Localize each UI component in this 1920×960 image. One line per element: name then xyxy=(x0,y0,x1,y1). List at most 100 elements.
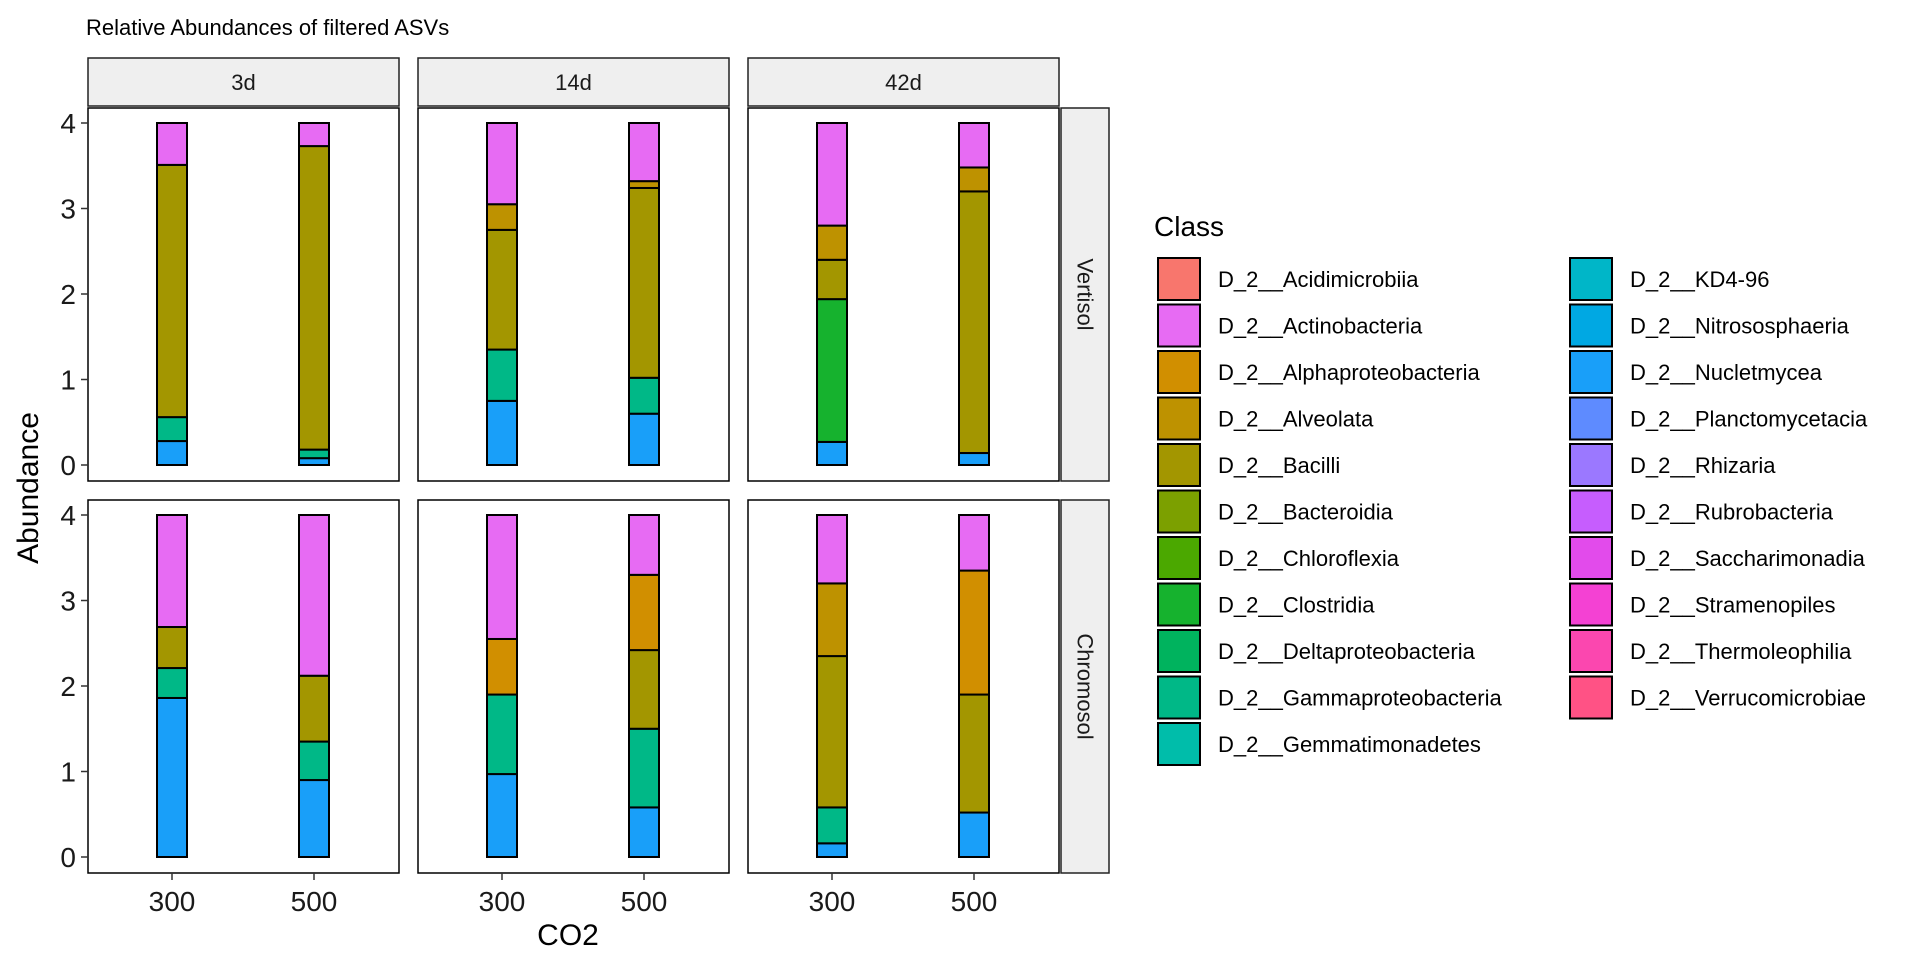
y-tick-label: 2 xyxy=(60,279,76,310)
bar-co2-300 xyxy=(156,122,188,466)
legend-item: D_2__Chloroflexia xyxy=(1157,536,1400,580)
chart-title: Relative Abundances of filtered ASVs xyxy=(86,15,449,40)
facet-strip-chromosol xyxy=(1060,499,1110,874)
bar-segment xyxy=(816,842,848,859)
bar-co2-300 xyxy=(816,122,848,467)
y-tick-label: 1 xyxy=(60,365,76,396)
bar-segment xyxy=(156,696,188,858)
bar-segment xyxy=(816,514,848,585)
bar-segment xyxy=(298,145,330,451)
legend-swatch xyxy=(1157,536,1201,580)
legend-title: Class xyxy=(1154,211,1224,242)
bar-segment xyxy=(958,166,990,193)
bar-segment xyxy=(628,412,660,467)
bar-segment xyxy=(486,637,518,696)
bar-segment xyxy=(486,228,518,351)
legend-swatch xyxy=(1569,536,1613,580)
bar-co2-500 xyxy=(628,514,660,858)
bar-segment xyxy=(958,190,990,455)
panel-background xyxy=(747,499,1060,874)
legend-item: D_2__Gammaproteobacteria xyxy=(1157,675,1502,720)
y-tick-label: 0 xyxy=(60,450,76,481)
bar-segment xyxy=(628,376,660,415)
bar-segment xyxy=(156,440,188,466)
bar-co2-500 xyxy=(628,122,660,467)
bar-segment xyxy=(486,773,518,858)
panel-vertisol-14d xyxy=(417,107,730,482)
legend-item: D_2__Saccharimonadia xyxy=(1569,536,1866,580)
x-tick-label: 500 xyxy=(951,886,998,917)
legend-swatch xyxy=(1157,396,1201,441)
legend-swatch xyxy=(1569,396,1613,441)
legend-label: D_2__Rubrobacteria xyxy=(1630,500,1834,525)
legend-label: D_2__Alveolata xyxy=(1218,407,1374,432)
legend-label: D_2__Verrucomicrobiae xyxy=(1630,686,1866,711)
facet-strip-label: Chromosol xyxy=(1073,633,1098,739)
legend-swatch xyxy=(1157,629,1201,673)
legend-item: D_2__Gemmatimonadetes xyxy=(1157,722,1481,766)
legend-swatch xyxy=(1157,443,1201,487)
legend-item: D_2__Verrucomicrobiae xyxy=(1569,675,1866,720)
legend-swatch xyxy=(1569,350,1613,394)
bar-segment xyxy=(816,440,848,467)
bar-segment xyxy=(156,122,188,166)
bar-segment xyxy=(628,180,660,189)
y-tick-label: 3 xyxy=(60,194,76,225)
legend-swatch xyxy=(1157,350,1201,394)
bar-segment xyxy=(628,573,660,652)
legend: Class D_2__Acidimicrobiia D_2__Actinobact… xyxy=(1154,211,1868,766)
facet-strip-label: 3d xyxy=(231,70,255,95)
panel-background xyxy=(87,499,400,874)
legend-item: D_2__Thermoleophilia xyxy=(1569,629,1852,673)
panel-chromosol-3d xyxy=(87,499,400,874)
legend-swatch xyxy=(1569,443,1613,487)
bar-segment xyxy=(628,122,660,183)
legend-label: D_2__Acidimicrobiia xyxy=(1218,267,1419,292)
y-axis-title: Abundance xyxy=(12,412,45,564)
bar-segment xyxy=(958,122,990,169)
bar-segment xyxy=(298,740,330,782)
legend-label: D_2__Alphaproteobacteria xyxy=(1218,360,1481,385)
bar-co2-500 xyxy=(958,122,990,466)
legend-label: D_2__Gammaproteobacteria xyxy=(1218,686,1502,711)
legend-item: D_2__Planctomycetacia xyxy=(1569,396,1868,441)
bar-segment xyxy=(816,122,848,227)
legend-item: D_2__Nitrososphaeria xyxy=(1569,303,1850,348)
legend-swatch xyxy=(1569,582,1613,627)
bar-segment xyxy=(958,693,990,814)
legend-label: D_2__KD4-96 xyxy=(1630,267,1769,292)
x-axis-14d: 300 500 xyxy=(479,873,668,917)
bar-segment xyxy=(156,514,188,629)
legend-item: D_2__Deltaproteobacteria xyxy=(1157,629,1476,673)
bar-segment xyxy=(298,122,330,148)
bar-segment xyxy=(816,258,848,301)
bar-segment xyxy=(628,806,660,858)
legend-label: D_2__Chloroflexia xyxy=(1218,546,1400,571)
y-tick-label: 1 xyxy=(60,757,76,788)
legend-item: D_2__Bacteroidia xyxy=(1157,489,1394,534)
legend-item: D_2__Alveolata xyxy=(1157,396,1374,441)
legend-item: D_2__Alphaproteobacteria xyxy=(1157,350,1481,394)
y-tick-label: 4 xyxy=(60,500,76,531)
bar-segment xyxy=(298,457,330,467)
bar-segment xyxy=(628,649,660,730)
legend-swatch xyxy=(1157,582,1201,627)
x-tick-label: 500 xyxy=(621,886,668,917)
bar-segment xyxy=(628,514,660,576)
bar-segment xyxy=(628,186,660,379)
y-axis-chromosol: 0 1 2 3 4 xyxy=(60,500,88,873)
bar-segment xyxy=(156,667,188,699)
legend-item: D_2__Actinobacteria xyxy=(1157,303,1423,348)
legend-label: D_2__Nucletmycea xyxy=(1630,360,1823,385)
bar-segment xyxy=(486,399,518,466)
legend-item: D_2__Rubrobacteria xyxy=(1569,489,1834,534)
bar-segment xyxy=(298,514,330,677)
bar-segment xyxy=(816,806,848,845)
bar-co2-300 xyxy=(486,514,518,858)
legend-label: D_2__Deltaproteobacteria xyxy=(1218,639,1476,664)
panel-background xyxy=(417,107,730,482)
legend-label: D_2__Stramenopiles xyxy=(1630,593,1835,618)
panel-vertisol-3d xyxy=(87,107,400,482)
bar-segment xyxy=(958,569,990,696)
